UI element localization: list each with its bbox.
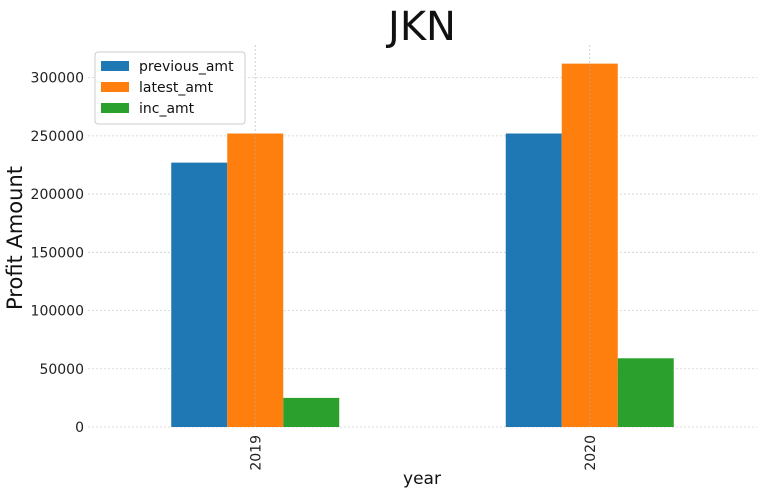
y-axis-title: Profit Amount [3,166,27,310]
y-tick-label: 0 [75,420,84,436]
y-tick-label: 150000 [31,245,84,261]
x-tick-label: 2020 [583,435,599,471]
x-tick-label: 2019 [248,435,264,471]
legend-label: latest_amt [139,80,214,96]
y-tick-label: 50000 [39,362,84,378]
legend-swatch [101,103,129,113]
legend-frame [94,51,246,125]
bar-inc_amt-2019 [283,397,340,427]
bar-previous_amt-2019 [171,162,228,427]
y-tick-label: 100000 [31,304,84,320]
y-tick-label: 300000 [31,71,84,87]
bars [171,63,674,427]
legend-label: inc_amt [139,101,195,117]
x-axis-title: year [403,469,441,489]
chart-title: JKN [385,4,456,50]
legend-label: previous_amt [139,59,234,75]
x-tick-labels: 2019 2020 [248,435,599,471]
y-tick-label: 200000 [31,187,84,203]
legend-swatch [101,82,129,92]
y-tick-labels: 0 50000 100000 150000 200000 250000 300000 [31,71,84,436]
bar-previous_amt-2020 [505,133,562,427]
y-tick-label: 250000 [31,129,84,145]
legend-swatch [101,61,129,71]
legend: previous_amt latest_amt inc_amt [94,51,246,125]
bar-inc_amt-2020 [617,358,674,427]
